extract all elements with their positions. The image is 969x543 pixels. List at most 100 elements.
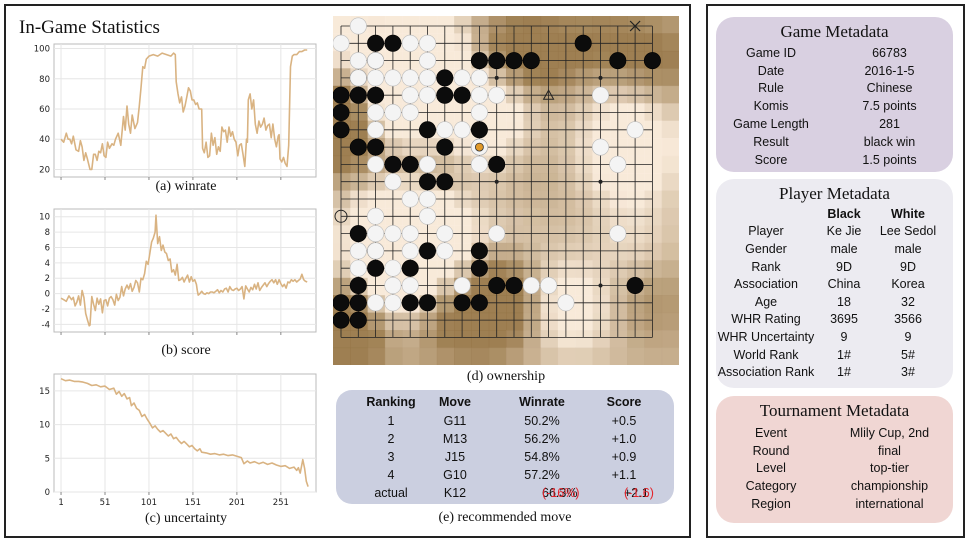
ownership-cell xyxy=(454,260,472,279)
ownership-cell xyxy=(592,312,611,331)
ownership-cell xyxy=(523,347,542,365)
white-stone xyxy=(591,138,609,156)
ownership-cell xyxy=(592,225,611,244)
ownership-cell xyxy=(557,242,576,261)
field-label: Player xyxy=(748,224,784,239)
field-value: 281 xyxy=(879,117,900,132)
ownership-cell xyxy=(471,330,490,349)
white-stone xyxy=(609,155,627,173)
ownership-cell xyxy=(488,312,507,331)
list-item: Round final xyxy=(716,442,953,460)
x-tick-label: 51 xyxy=(100,498,111,508)
black-stone xyxy=(333,311,350,329)
white-stone xyxy=(367,207,385,225)
ownership-cell xyxy=(627,50,645,69)
ownership-cell xyxy=(419,347,438,365)
field-label: Komis xyxy=(753,99,789,114)
ownership-cell xyxy=(419,312,438,331)
y-tick-label: 80 xyxy=(39,75,50,85)
list-item: Event Mlily Cup, 2nd xyxy=(716,424,953,442)
field-label: Game Length xyxy=(733,117,809,132)
black-stone xyxy=(419,173,437,191)
white-value: 5# xyxy=(901,347,915,362)
ownership-cell xyxy=(436,190,455,209)
list-item: Score 1.5 points xyxy=(716,151,953,169)
ownership-cell xyxy=(523,16,542,35)
white-value: 3566 xyxy=(894,312,922,327)
y-tick-label: 5 xyxy=(45,454,50,464)
field-label: Result xyxy=(753,134,789,149)
black-stone xyxy=(367,34,385,52)
white-stone xyxy=(367,225,385,243)
white-stone xyxy=(384,69,402,87)
main-title: In-Game Statistics xyxy=(19,17,160,38)
ownership-cell xyxy=(644,190,663,209)
game-metadata-title: Game Metadata xyxy=(780,22,889,41)
ownership-cell xyxy=(454,207,472,226)
black-value: 1# xyxy=(837,365,851,380)
ownership-cell xyxy=(436,50,455,69)
ownership-cell xyxy=(367,277,386,296)
ownership-cell xyxy=(609,260,628,279)
ownership-cell xyxy=(454,347,472,365)
black-stone xyxy=(367,86,385,104)
black-stone xyxy=(436,69,454,87)
plot-area xyxy=(53,208,317,333)
ownership-cell xyxy=(575,225,594,244)
x-tick-label: 101 xyxy=(141,498,157,508)
black-stone xyxy=(401,155,419,173)
ownership-cell xyxy=(506,68,524,87)
series-line xyxy=(60,377,309,487)
ownership-cell xyxy=(506,242,524,261)
plot-area xyxy=(53,373,317,493)
ownership-cell xyxy=(333,16,351,35)
ownership-cell xyxy=(454,50,472,69)
ownership-cell xyxy=(384,50,403,69)
ownership-cell xyxy=(333,277,351,296)
ownership-cell xyxy=(609,190,628,209)
ownership-cell xyxy=(609,16,628,35)
black-stone xyxy=(349,294,367,312)
ownership-cell xyxy=(523,207,542,226)
list-item: Result black win xyxy=(716,133,953,151)
score-cell: +0.9 xyxy=(611,450,637,464)
ownership-cell xyxy=(454,225,472,244)
black-stone xyxy=(333,86,350,104)
y-tick-label: -4 xyxy=(42,320,50,330)
table-header: Ranking Move Winrate Score xyxy=(336,395,674,413)
list-item: Player Ke Jie Lee Sedol xyxy=(716,223,953,241)
ownership-cell xyxy=(523,312,542,331)
y-tick-label: 0 xyxy=(45,488,50,498)
ownership-cell xyxy=(592,207,611,226)
ownership-cell xyxy=(592,260,611,279)
field-label: WHR Uncertainty xyxy=(717,329,815,344)
ownership-cell xyxy=(661,190,679,209)
y-tick-label: 20 xyxy=(39,165,50,175)
ownership-cell xyxy=(471,225,490,244)
x-tick-label: 251 xyxy=(273,498,289,508)
rank-cell: 1 xyxy=(387,414,395,428)
move-cell: G11 xyxy=(443,414,467,428)
score-cell: +1.1 xyxy=(611,468,637,482)
ownership-cell xyxy=(627,260,645,279)
ownership-cell xyxy=(627,295,645,314)
ownership-cell xyxy=(540,50,559,69)
ownership-cell xyxy=(471,347,490,365)
field-label: Game ID xyxy=(745,45,796,60)
ownership-cell xyxy=(488,190,507,209)
ownership-caption: (d) ownership xyxy=(466,369,546,384)
cross-marker xyxy=(629,20,641,32)
white-stone xyxy=(470,155,488,173)
list-item: World Rank 1# 5# xyxy=(716,346,953,364)
ownership-cell xyxy=(609,242,628,261)
header-move: Move xyxy=(439,395,471,409)
black-stone xyxy=(470,52,488,70)
white-value: 3# xyxy=(901,365,915,380)
ownership-cell xyxy=(506,16,524,35)
ownership-cell xyxy=(661,260,679,279)
black-stone xyxy=(522,52,540,70)
ownership-cell xyxy=(436,295,455,314)
ownership-cell xyxy=(333,225,351,244)
ownership-cell xyxy=(609,207,628,226)
ownership-cell xyxy=(609,347,628,365)
